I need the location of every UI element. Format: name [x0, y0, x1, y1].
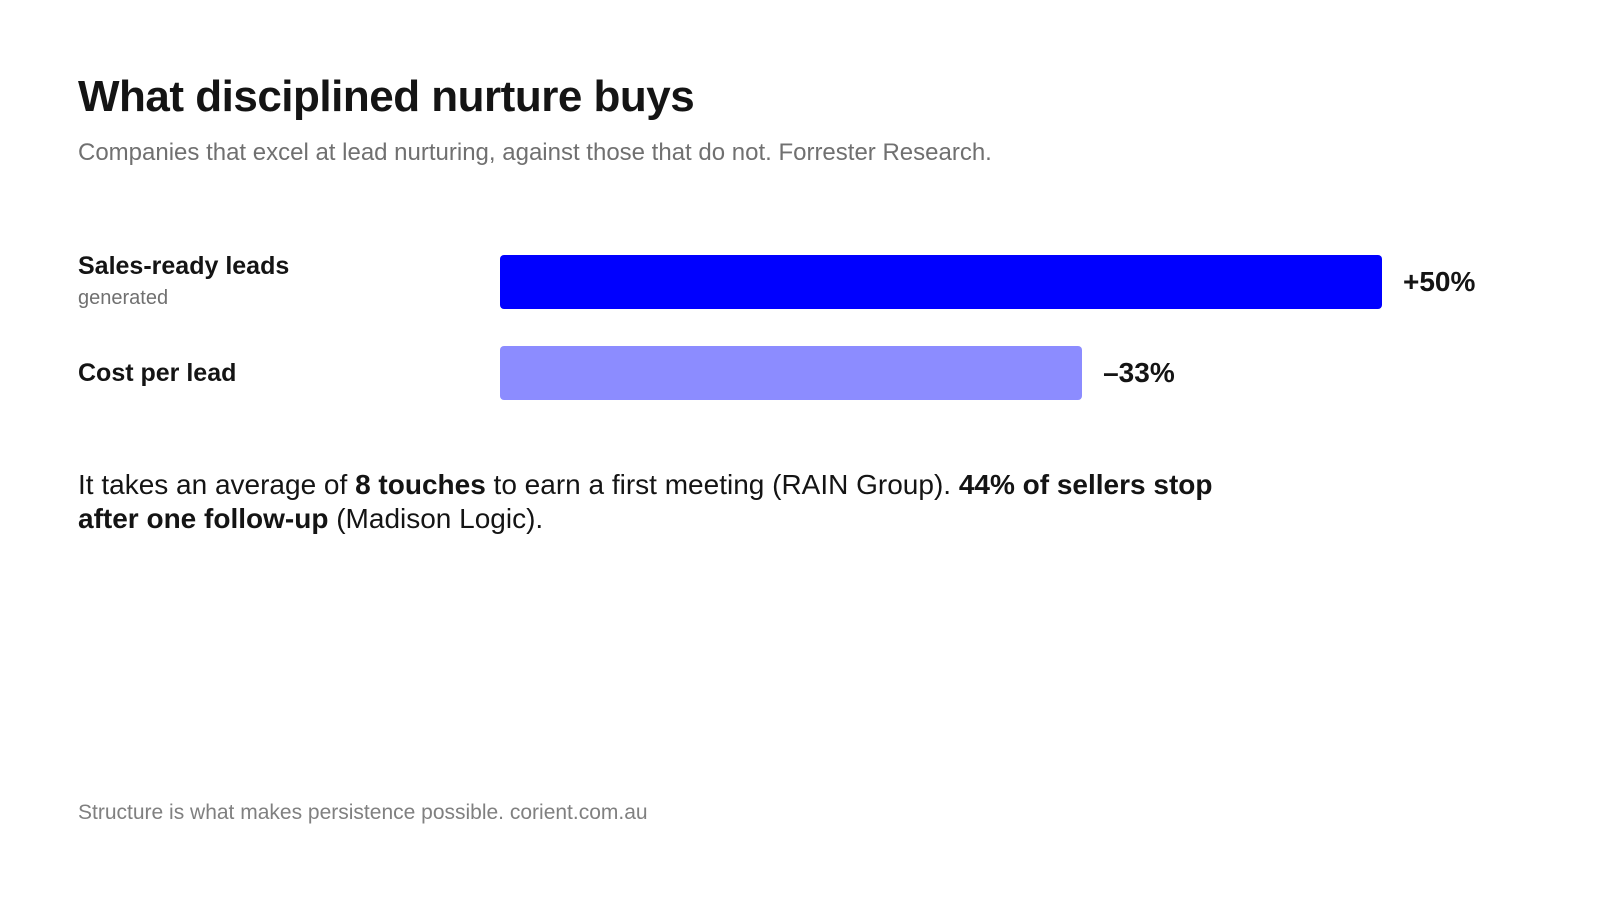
note-emphasis: 8 touches: [355, 469, 486, 500]
category-label: Cost per lead: [78, 359, 237, 387]
note-text: It takes an average of: [78, 469, 356, 500]
bar: [500, 346, 1083, 400]
chart-subtitle: Companies that excel at lead nurturing, …: [78, 139, 992, 166]
bar: [500, 255, 1382, 309]
note-text: to earn a first meeting (RAIN Group).: [485, 469, 959, 500]
footer: Structure is what makes persistence poss…: [78, 801, 648, 824]
note-text: (Madison Logic).: [328, 503, 544, 534]
value-label: –33%: [1103, 357, 1175, 388]
category-label: Sales-ready leads: [78, 252, 290, 280]
category-sublabel: generated: [78, 287, 169, 309]
chart-title: What disciplined nurture buys: [78, 72, 695, 121]
note: It takes an average of 8 touches to earn…: [78, 468, 1218, 536]
value-label: +50%: [1403, 266, 1476, 297]
note-emphasis: 44% of sellers stop after one follow-up: [78, 469, 1213, 534]
